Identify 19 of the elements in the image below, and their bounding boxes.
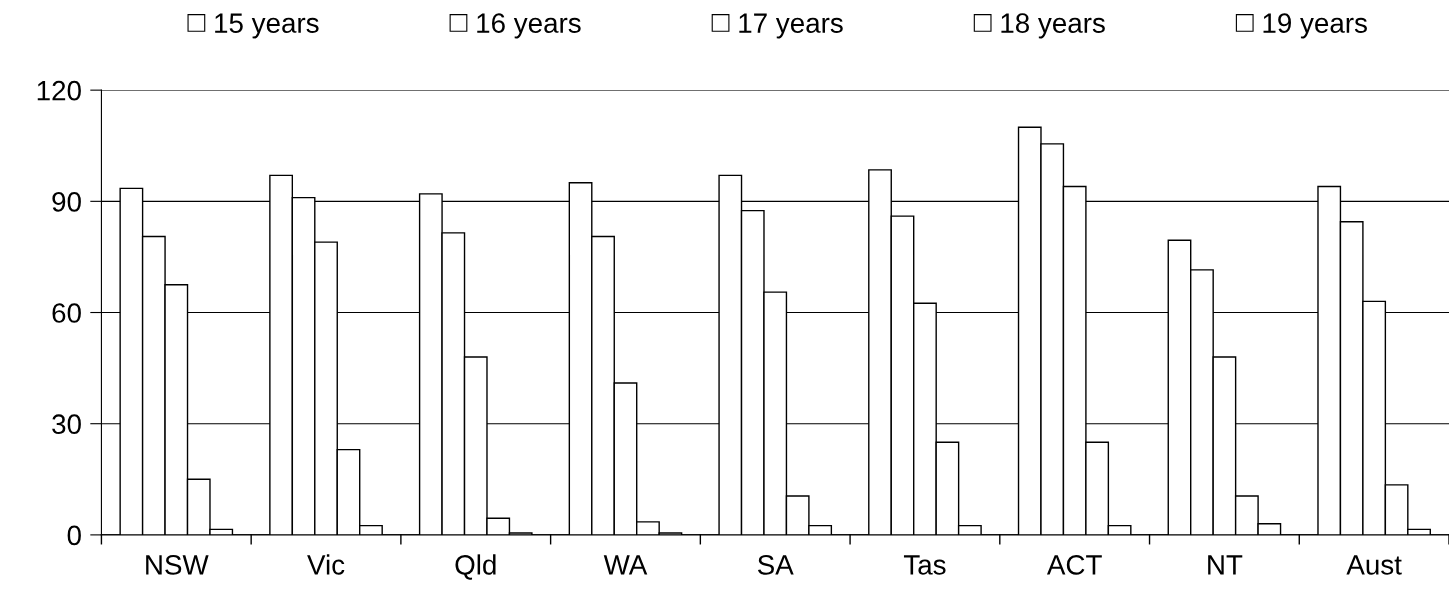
legend-label: 16 years bbox=[477, 13, 581, 39]
legend-label: 17 years bbox=[739, 13, 843, 39]
x-tick-label: NT bbox=[1208, 555, 1243, 575]
legend-label: 19 years bbox=[1263, 13, 1367, 39]
x-tick-label: NSW bbox=[146, 555, 209, 575]
y-tick-label: 90 bbox=[52, 192, 81, 212]
legend-label: 15 years bbox=[215, 13, 319, 39]
y-tick-label: 0 bbox=[67, 525, 81, 546]
x-tick-label: SA bbox=[757, 555, 794, 575]
x-tick-label: Qld bbox=[455, 554, 496, 580]
y-tick-label: 120 bbox=[37, 80, 81, 101]
legend-label: 18 years bbox=[1001, 13, 1105, 39]
x-tick-label: ACT bbox=[1046, 555, 1102, 575]
x-tick-label: Aust bbox=[1346, 555, 1402, 575]
y-tick-label: 60 bbox=[52, 303, 81, 323]
x-tick-label: Vic bbox=[307, 554, 345, 575]
x-tick-label: WA bbox=[603, 555, 648, 575]
y-tick-label: 30 bbox=[52, 414, 81, 435]
x-tick-label: Tas bbox=[903, 555, 946, 575]
